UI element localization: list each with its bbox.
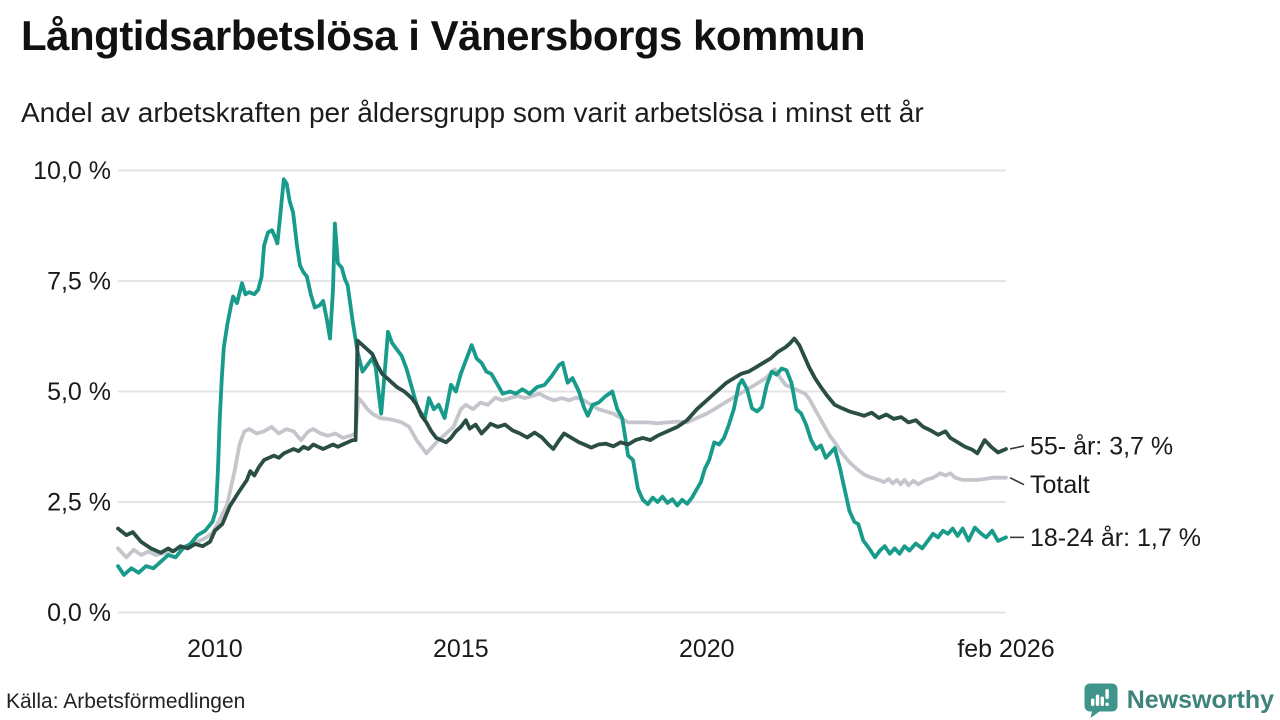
series-end-label: Totalt bbox=[1030, 471, 1090, 499]
series-line-18-24r bbox=[116, 177, 1008, 577]
brand-logo: Newsworthy bbox=[1083, 682, 1274, 719]
source-note: Källa: Arbetsförmedlingen bbox=[6, 690, 246, 713]
x-axis-tick-label: 2010 bbox=[187, 635, 243, 663]
series-end-label: 55- år: 3,7 % bbox=[1030, 432, 1173, 460]
label-connector bbox=[1009, 445, 1025, 450]
chart-subtitle: Andel av arbetskraften per åldersgrupp s… bbox=[21, 97, 924, 128]
y-axis-tick-label: 7,5 % bbox=[47, 268, 111, 296]
brand-name: Newsworthy bbox=[1126, 686, 1274, 714]
series-line-Totalt bbox=[116, 367, 1008, 560]
x-axis-tick-label: feb 2026 bbox=[957, 635, 1054, 663]
y-axis-tick-label: 0,0 % bbox=[47, 599, 111, 627]
y-axis-tick-label: 2,5 % bbox=[47, 489, 111, 517]
label-connector bbox=[1009, 476, 1025, 486]
x-axis-tick-label: 2020 bbox=[679, 635, 735, 663]
y-axis-tick-label: 10,0 % bbox=[33, 157, 111, 185]
series-end-label: 18-24 år: 1,7 % bbox=[1030, 524, 1201, 552]
x-axis-tick-label: 2015 bbox=[433, 635, 489, 663]
page-title: Långtidsarbetslösa i Vänersborgs kommun bbox=[21, 12, 866, 59]
newsworthy-icon bbox=[1084, 683, 1118, 718]
y-axis-tick-label: 5,0 % bbox=[47, 378, 111, 406]
series-line-55-r bbox=[116, 336, 1008, 555]
